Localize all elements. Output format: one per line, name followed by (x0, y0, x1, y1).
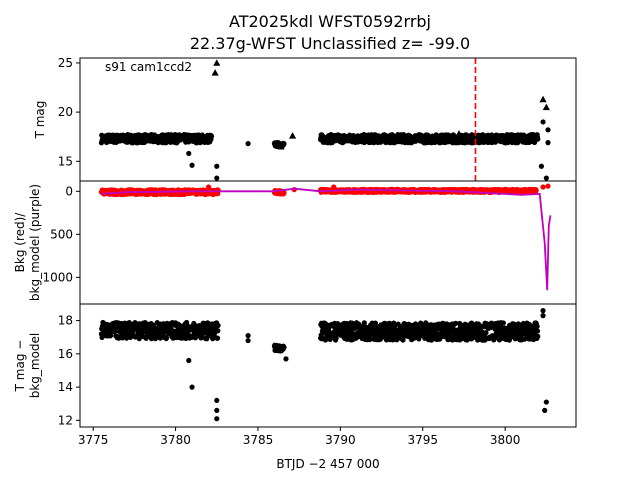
y-tick-label: 20 (58, 105, 73, 119)
data-point (545, 127, 551, 133)
data-point (126, 320, 132, 326)
data-point (538, 163, 544, 169)
data-point (539, 95, 547, 103)
panel-tmag-minus-bkg: 12 14 16 18 T mag − bkg_model 3775 3780 3785 3790… (13, 303, 577, 447)
y-tick-label: 25 (58, 56, 73, 70)
chart-title-line1: AT2025kdl WFST0592rrbj (229, 12, 431, 31)
data-point (163, 335, 170, 341)
data-point (215, 328, 221, 334)
data-point (205, 184, 212, 190)
data-point (330, 136, 338, 143)
data-point (331, 184, 337, 190)
data-point (540, 313, 546, 319)
data-point (535, 333, 541, 339)
plot-area (98, 308, 549, 422)
data-point (189, 384, 195, 390)
data-point (214, 175, 220, 181)
data-point (214, 397, 220, 404)
data-point (214, 407, 220, 413)
data-point (189, 162, 195, 168)
data-point (455, 130, 463, 137)
x-tick-label: 3790 (325, 433, 356, 447)
x-tick-label: 3800 (490, 433, 521, 447)
data-point (483, 330, 489, 336)
x-axis-label: BTJD −2 457 000 (276, 457, 379, 471)
data-point (186, 357, 192, 364)
data-point (288, 132, 297, 139)
data-point (473, 329, 479, 335)
panel-frame (79, 57, 577, 182)
y-axis-label: bkg_model (28, 333, 42, 399)
data-point (545, 140, 551, 146)
data-point (281, 344, 287, 351)
data-point (214, 416, 220, 422)
data-point (508, 134, 516, 141)
y-tick-label: 18 (58, 314, 73, 328)
y-tick-label: 12 (58, 413, 73, 427)
data-point (277, 142, 285, 150)
y-tick-label: 0 (65, 184, 73, 198)
y-axis-label: T mag (33, 101, 47, 140)
data-point (391, 320, 397, 326)
data-point (540, 184, 546, 190)
data-point (214, 335, 221, 341)
data-point (534, 328, 541, 334)
data-point (540, 308, 546, 314)
y-axis-label: Bkg (red)/ (13, 212, 27, 273)
y-tick-label: 16 (58, 347, 73, 361)
data-point (281, 141, 287, 147)
data-point (245, 332, 251, 339)
data-point (184, 319, 190, 326)
data-point (533, 187, 539, 194)
plot-area (98, 183, 552, 291)
panel-background: 0 500 1000 Bkg (red)/bkg_model (purple) (13, 180, 577, 305)
data-point (535, 136, 541, 142)
panel-t-mag: 15 20 25 T mag (33, 56, 577, 182)
data-point (453, 320, 459, 326)
annotation-label: s91 cam1ccd2 (105, 60, 192, 74)
series-line-bkg_model (101, 187, 552, 291)
data-point (361, 320, 367, 326)
data-point (211, 69, 219, 76)
data-point (500, 320, 506, 326)
x-tick-label: 3780 (160, 433, 191, 447)
y-tick-label: 15 (58, 154, 73, 168)
y-tick-label: 1000 (42, 270, 73, 284)
y-tick-label: 14 (58, 380, 73, 394)
y-tick-label: 500 (50, 227, 73, 241)
data-point (245, 141, 251, 147)
x-tick-label: 3775 (78, 433, 109, 447)
data-point (208, 133, 215, 139)
y-axis-label: bkg_model (purple) (28, 184, 42, 301)
data-point (543, 175, 549, 181)
data-point (540, 119, 546, 125)
panel-frame (79, 180, 577, 305)
data-point (245, 337, 251, 344)
data-point (214, 163, 220, 169)
data-point (124, 335, 130, 341)
data-point (372, 320, 379, 326)
panel-frame (79, 303, 577, 428)
data-point (215, 322, 221, 329)
data-point (542, 407, 548, 413)
x-tick-label: 3795 (407, 433, 438, 447)
data-point (281, 190, 287, 196)
data-point (464, 337, 470, 343)
data-point (545, 183, 551, 189)
data-point (213, 59, 221, 66)
data-point (283, 356, 289, 362)
x-tick-label: 3785 (243, 433, 274, 447)
data-point (534, 323, 540, 330)
data-point (543, 399, 549, 405)
data-point (186, 150, 192, 157)
data-point (542, 103, 550, 111)
data-point (496, 337, 503, 343)
data-point (367, 336, 373, 343)
plot-area (98, 58, 551, 181)
chart-title-line2: 22.37g-WFST Unclassified z= -99.0 (190, 34, 470, 53)
y-axis-label: T mag − (13, 340, 27, 393)
